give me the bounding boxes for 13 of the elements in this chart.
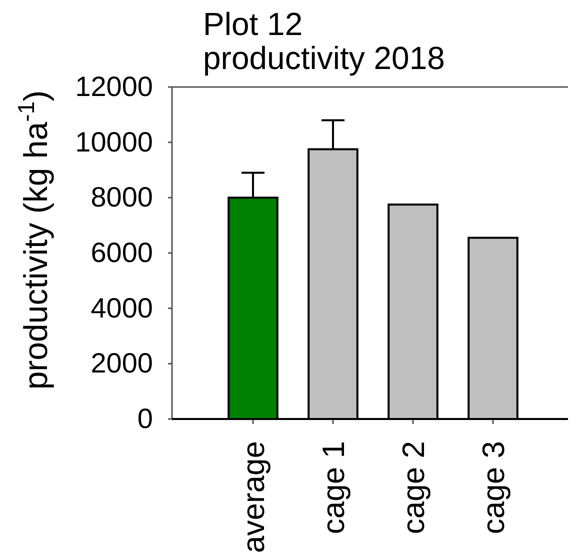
chart-title: Plot 12 [203,6,303,42]
y-tick-label: 2000 [90,348,153,379]
chart-subtitle: productivity 2018 [203,40,445,76]
x-tick-label: cage 3 [476,441,511,534]
x-tick-label: average [236,441,271,554]
y-tick-label: 0 [137,402,153,434]
x-tick-label: cage 2 [396,441,431,534]
y-tick-label: 8000 [90,182,153,213]
y-tick-label: 12000 [75,70,153,102]
y-tick-label: 6000 [90,236,153,268]
y-tick-label: 4000 [90,292,153,324]
y-tick-label: 10000 [75,126,153,158]
x-tick-label: cage 1 [316,441,351,534]
